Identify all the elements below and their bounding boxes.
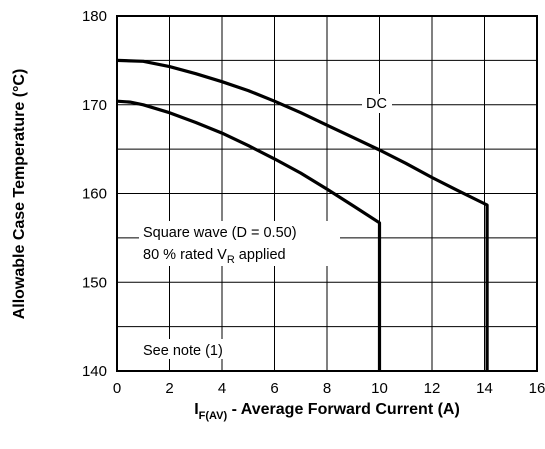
x-tick-label: 4 xyxy=(218,380,226,397)
y-tick-label: 140 xyxy=(82,363,107,380)
dc-label: DC xyxy=(366,96,387,112)
y-tick-label: 160 xyxy=(82,186,107,203)
dc-label-group: DC xyxy=(362,94,392,113)
rated-vr-label-rest: applied xyxy=(235,247,286,263)
note-label: See note (1) xyxy=(143,343,223,359)
y-axis-title: Allowable Case Temperature (°C) xyxy=(11,69,28,320)
x-tick-label: 14 xyxy=(476,380,493,397)
plot-frame xyxy=(116,15,538,372)
y-tick-label: 180 xyxy=(82,8,107,25)
rated-vr-label-main: 80 % rated V xyxy=(143,247,227,263)
x-axis-title-sub: F(AV) xyxy=(199,410,228,422)
x-tick-label: 0 xyxy=(113,380,121,397)
x-tick-label: 10 xyxy=(371,380,388,397)
rated-vr-label-sub: R xyxy=(227,254,235,266)
x-axis-title: IF(AV) - Average Forward Current (A) xyxy=(194,401,460,422)
x-tick-label: 12 xyxy=(424,380,441,397)
y-tick-label: 170 xyxy=(82,97,107,114)
x-tick-label: 16 xyxy=(529,380,545,397)
dc-label-background xyxy=(362,94,392,113)
square-wave-label: Square wave (D = 0.50) xyxy=(143,225,297,241)
note-label-group: See note (1) xyxy=(139,339,247,359)
y-tick-label: 150 xyxy=(82,274,107,291)
x-axis-title-rest: - Average Forward Current (A) xyxy=(227,401,460,418)
series-line-square-wave xyxy=(116,99,382,371)
axis-ticks: 0 2 4 6 8 10 12 14 16 140 150 160 170 180 xyxy=(82,8,545,397)
note-label-background xyxy=(139,339,247,359)
series-line-dc xyxy=(116,58,489,371)
x-tick-label: 8 xyxy=(323,380,331,397)
series-group xyxy=(116,58,489,371)
rated-vr-label: 80 % rated VR applied xyxy=(143,247,286,266)
x-axis-title-main: I xyxy=(194,401,198,418)
square-wave-label-group: Square wave (D = 0.50) 80 % rated VR app… xyxy=(139,221,340,266)
square-wave-label-background xyxy=(139,221,340,266)
x-tick-label: 6 xyxy=(270,380,278,397)
x-tick-label: 2 xyxy=(165,380,173,397)
